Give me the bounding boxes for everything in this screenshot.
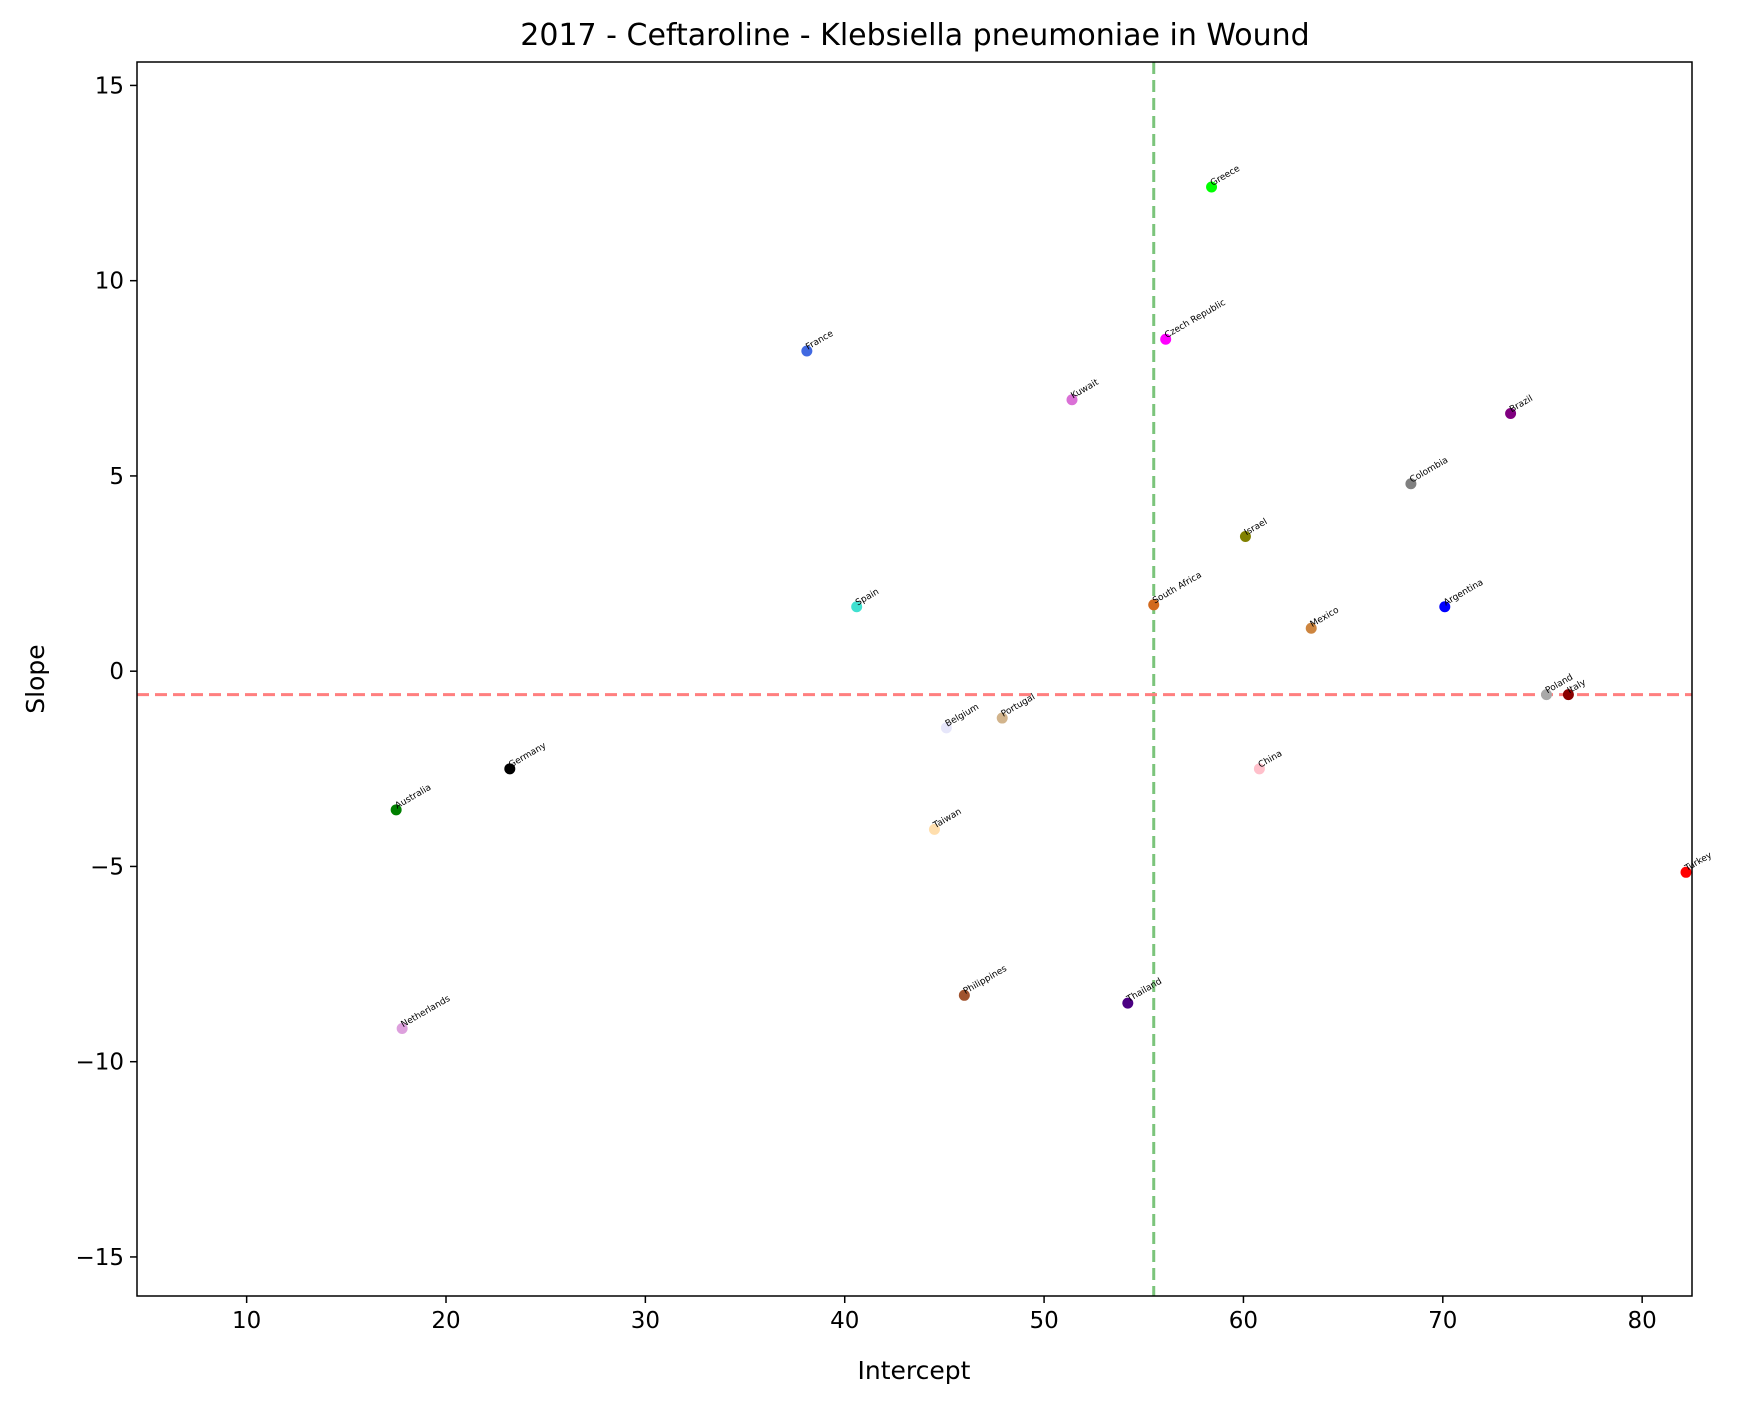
x-tick-label: 70 [1428,1308,1457,1334]
data-point [1562,689,1574,701]
data-point [1505,407,1517,419]
data-point-label: Belgium [944,702,981,729]
point-labels: Greece Czech Republic France Kuwait Brazil Co… [394,164,1715,1030]
data-point [851,601,863,613]
reference-lines [137,62,1692,1296]
data-point-label: Kuwait [1069,377,1100,401]
x-tick-label: 40 [830,1308,859,1334]
data-points [390,181,1692,1035]
data-point-label: Colombia [1408,456,1450,486]
data-point-label: Czech Republic [1163,298,1227,341]
data-point-label: Greece [1209,164,1242,189]
y-tick-label: −5 [90,854,124,880]
chart-title: 2017 - Ceftaroline - Klebsiella pneumoni… [520,18,1309,53]
data-point [1148,599,1160,611]
data-point [801,345,813,357]
data-point-label: Australia [394,783,433,812]
data-point [996,712,1008,724]
x-tick-label: 20 [431,1308,460,1334]
data-point [1239,530,1251,542]
y-tick-label: 10 [95,269,124,295]
plot-frame [136,61,1693,1297]
data-point [1680,866,1692,878]
data-point-label: Germany [507,741,548,771]
data-point [1206,181,1218,193]
data-point-label: Netherlands [400,994,453,1030]
data-point-label: Thailand [1124,977,1163,1005]
data-point-label: Brazil [1508,394,1535,415]
data-point [1405,478,1417,490]
data-point-label: France [804,329,835,353]
data-point [1253,763,1265,775]
x-axis-label: Intercept [858,1356,971,1385]
data-point [1439,601,1451,613]
x-tick-label: 30 [631,1308,660,1334]
x-axis-ticks: 10 20 30 40 50 60 70 80 [232,1296,1657,1334]
data-point-label: Taiwan [931,807,963,831]
x-tick-label: 50 [1029,1308,1058,1334]
data-point [940,722,952,734]
x-tick-label: 10 [232,1308,261,1334]
data-point-label: Israel [1243,517,1269,538]
data-point [1122,997,1134,1009]
data-point-label: Spain [854,587,881,608]
data-point [504,763,516,775]
y-tick-label: −10 [75,1050,124,1076]
y-tick-label: 5 [109,464,124,490]
data-point-label: China [1257,749,1284,771]
data-point [1305,622,1317,634]
data-point-label: South Africa [1151,570,1203,606]
data-point-label: Mexico [1309,605,1342,630]
data-point-label: Portugal [1000,692,1037,719]
data-point-label: Turkey [1683,850,1715,874]
data-point [1066,394,1078,406]
data-point [390,804,402,816]
data-point [928,823,940,835]
data-point [1540,689,1552,701]
y-tick-label: 0 [109,659,124,685]
data-point [958,989,970,1001]
data-point-label: Philippines [962,964,1009,997]
x-tick-label: 80 [1628,1308,1657,1334]
y-tick-label: 15 [95,73,124,99]
y-axis-label: Slope [21,644,50,713]
data-point [396,1023,408,1035]
y-axis-ticks: −15 −10 −5 0 5 10 15 [75,73,137,1271]
x-tick-label: 60 [1229,1308,1258,1334]
y-tick-label: −15 [75,1245,124,1271]
data-point [1160,333,1172,345]
data-point-label: Argentina [1442,578,1485,609]
